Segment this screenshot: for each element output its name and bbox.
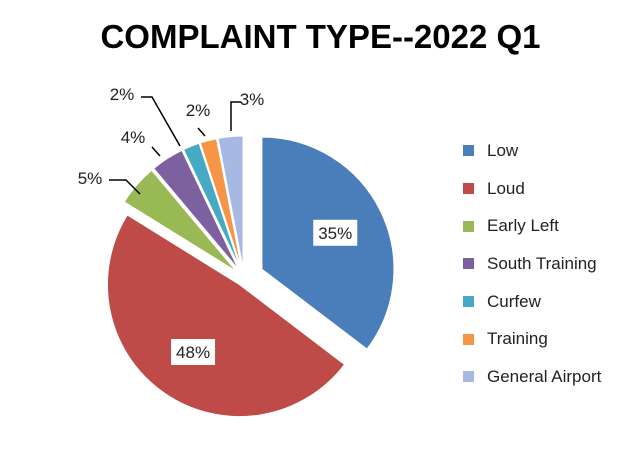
data-label: 3%	[240, 90, 265, 109]
legend-label: Low	[487, 140, 519, 160]
chart-legend: Low Loud Early Left South Training Curfew Tra…	[463, 132, 601, 396]
pie-slice-curfew	[182, 142, 241, 269]
legend-label: South Training	[487, 253, 597, 273]
legend-label: Loud	[487, 178, 525, 198]
data-label: 2%	[110, 85, 135, 104]
data-label-box	[171, 338, 216, 365]
legend-swatch	[463, 183, 474, 195]
leader-line	[197, 127, 206, 137]
pie-slice-training	[199, 138, 242, 269]
legend-item: Training	[463, 320, 601, 358]
legend-item: South Training	[463, 245, 601, 283]
data-label: 2%	[186, 101, 211, 120]
data-label: 35%	[318, 224, 352, 243]
pie-slice-early-left	[123, 169, 237, 272]
legend-item: Curfew	[463, 283, 601, 321]
leader-line	[109, 179, 141, 195]
chart-title: COMPLAINT TYPE--2022 Q1	[100, 18, 541, 55]
legend-swatch	[463, 145, 474, 157]
legend-item: Early Left	[463, 207, 601, 245]
leader-line	[151, 146, 161, 157]
legend-swatch	[463, 258, 474, 270]
legend-label: General Airport	[487, 366, 602, 386]
legend-label: Early Left	[487, 216, 559, 236]
legend-swatch	[463, 333, 474, 345]
legend-item: General Airport	[463, 358, 601, 396]
legend-label: Training	[487, 329, 548, 349]
data-label: 4%	[121, 128, 146, 147]
legend-swatch	[463, 220, 474, 232]
pie-slice-south-training	[153, 149, 240, 270]
leader-line	[141, 96, 181, 147]
legend-swatch	[463, 371, 474, 383]
legend-item: Loud	[463, 170, 601, 208]
legend-label: Curfew	[487, 291, 541, 311]
data-label: 48%	[176, 343, 210, 362]
leader-line	[230, 101, 241, 131]
data-label-box	[313, 219, 358, 246]
data-label: 5%	[78, 169, 103, 188]
legend-swatch	[463, 296, 474, 308]
pie-slice-general-airport	[217, 135, 244, 269]
legend-item: Low	[463, 132, 601, 170]
pie-slice-loud	[107, 214, 346, 418]
